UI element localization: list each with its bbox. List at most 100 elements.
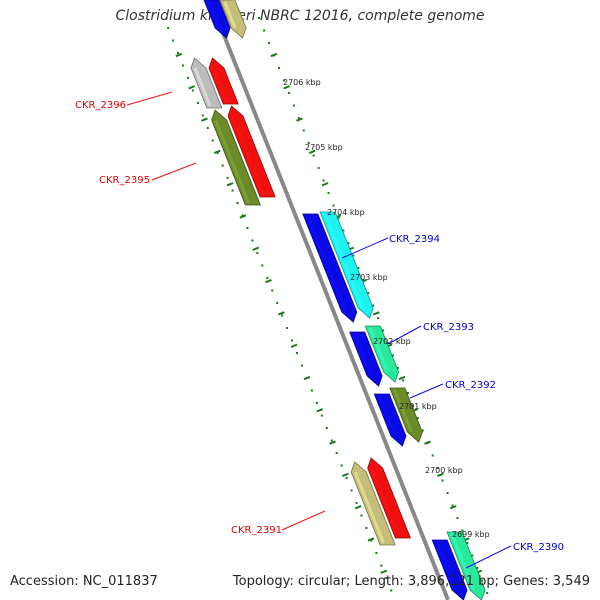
leader-line [341,237,389,259]
scale-dot [385,577,388,579]
gene-ckr-2393-aqua [364,325,399,383]
scale-dot [310,389,313,392]
gene-label-ckr-2396[interactable]: CKR_2396 [75,100,126,111]
scale-dot [292,104,295,107]
leader-line [281,510,326,531]
scale-dot [325,427,328,429]
scale-dot [367,292,370,294]
scale-dot [286,327,289,329]
scale-tick [329,440,336,445]
gene-ckr-2395-red [227,105,276,198]
tick-label-2705: 2705 kbp [305,143,343,152]
scale-dot [251,239,254,242]
gene-ckr-2394-blue [302,213,358,323]
scale-tick [239,214,247,219]
scale-tick [316,408,324,413]
gene-ckr-2390-blue [431,539,468,600]
gene-highlight [230,115,265,196]
scale-dot [406,392,409,394]
gene-highlight [370,467,401,537]
scale-dot [312,154,315,157]
tick-label-2701: 2701 kbp [399,402,437,411]
tick-label-2703: 2703 kbp [350,273,388,282]
leader-line [126,91,173,106]
scale-tick [342,472,349,478]
scale-tick [437,472,444,478]
scale-dot [401,379,404,382]
scale-dot [320,414,323,417]
genome-summary-text: Topology: circular; Length: 3,896,121 bp… [232,574,590,589]
gene-highlight [368,327,389,373]
scale-tick [265,278,272,284]
scale-dot [471,554,474,557]
scale-tick [290,343,298,348]
gene-label-ckr-2390[interactable]: CKR_2390 [513,542,564,553]
gene-ckr-2391-khaki [350,461,396,546]
scale-dot [221,164,224,167]
scale-dot [287,92,290,94]
gene-highlight [223,1,237,29]
scale-dot [446,492,449,494]
gene-highlight [377,395,397,437]
scale-tick [398,375,406,381]
scale-dot [317,167,320,169]
scale-tick [252,246,260,251]
tick-label-2706: 2706 kbp [283,78,321,87]
scale-tick [321,182,329,187]
gene-label-ckr-2392[interactable]: CKR_2392 [445,380,496,391]
scale-dot [236,202,239,204]
gene-highlight [207,1,221,29]
leader-line [151,162,197,181]
gene-highlight [435,541,458,591]
scale-dot [377,317,380,319]
scale-tick [226,182,234,187]
scale-dot [177,52,180,54]
gene-arrow-body [211,109,261,206]
scale-ticks [175,52,483,574]
gene-label-ckr-2393[interactable]: CKR_2393 [423,322,474,333]
scale-dot [461,529,464,532]
scale-tick [188,85,196,90]
scale-dot [327,192,330,194]
gene-label-ckr-2395[interactable]: CKR_2395 [99,175,150,186]
tick-label-2704: 2704 kbp [327,208,365,217]
scale-dot [387,342,390,344]
scale-tick [175,52,183,58]
gene-ckr-2393-blue [349,331,383,387]
scale-dot [206,127,209,129]
scale-dot [476,567,479,569]
scale-dot [181,64,184,67]
scale-dot [201,114,204,117]
scale-dot [421,429,424,432]
scale-dot [342,229,345,232]
scale-dot [372,304,375,307]
scale-tick [367,537,375,542]
scale-dot [332,204,335,207]
gene-label-ckr-2394[interactable]: CKR_2394 [389,234,440,245]
gene-highlight [450,533,476,591]
scale-dot [486,592,489,594]
scale-tick [308,149,316,155]
scale-dot [261,264,264,267]
scale-dot [300,364,303,367]
scale-dot [481,579,484,582]
scale-dot [375,552,378,554]
scale-dot [355,502,358,504]
gene-top-blue [203,0,231,39]
scale-tick [303,375,311,381]
tick-label-2699: 2699 kbp [452,530,490,539]
scale-dot [277,67,280,69]
gene-highlight [393,389,413,433]
scale-dot [211,139,214,142]
gene-highlight [306,215,348,313]
scale-dot [307,142,310,144]
scale-dot [370,539,373,542]
scale-dot [360,514,363,517]
genome-backbone [208,0,450,600]
scale-dot [456,517,459,519]
scale-dot [216,152,219,154]
gene-label-ckr-2391[interactable]: CKR_2391 [231,525,282,536]
scale-dot [302,129,305,132]
scale-dot [276,302,279,304]
